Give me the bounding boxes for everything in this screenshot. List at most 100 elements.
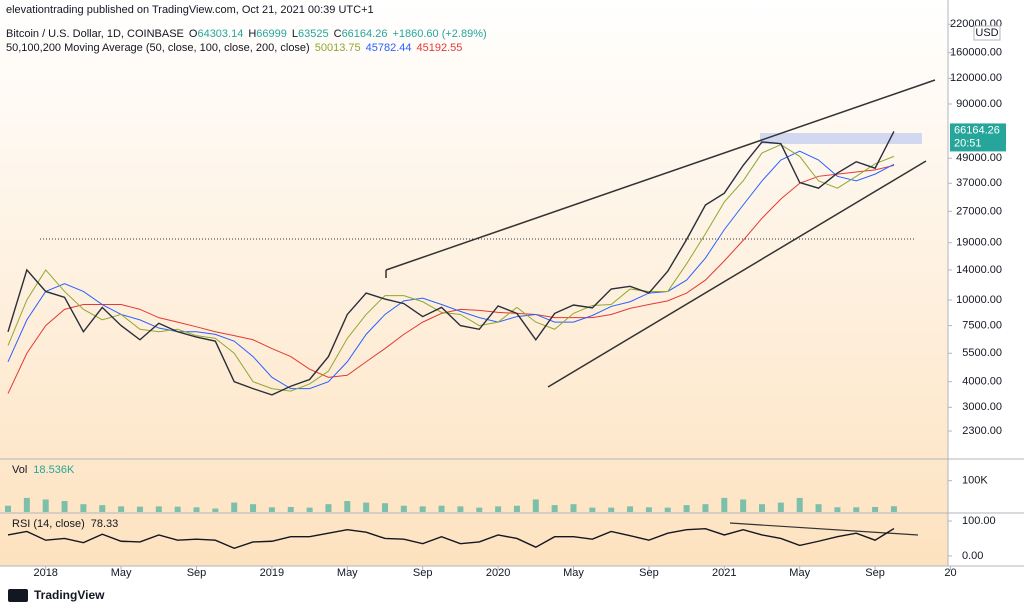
- ohlc-value: 64303.14: [197, 28, 243, 40]
- y-tick-label: 5500.00: [962, 347, 1002, 359]
- y-tick-label: 19000.00: [956, 237, 1002, 249]
- brand: TradingView: [34, 588, 105, 602]
- currency: USD: [975, 27, 998, 39]
- volume-bar: [23, 497, 30, 512]
- volume-bar: [872, 506, 879, 512]
- y-tick-label: 37000.00: [956, 177, 1002, 189]
- trend-line: [385, 79, 936, 271]
- volume-bar: [721, 497, 728, 512]
- rsi-value: 78.33: [91, 518, 119, 530]
- x-tick-label: Sep: [639, 567, 659, 579]
- y-tick-label: 27000.00: [956, 205, 1002, 217]
- x-tick-label: 2019: [260, 567, 284, 579]
- x-tick-label: May: [563, 567, 584, 579]
- brand-logo: [8, 589, 28, 602]
- volume-bar: [80, 504, 87, 512]
- y-tick-label: 120000.00: [950, 72, 1002, 84]
- y-tick-label: 7500.00: [962, 320, 1002, 332]
- volume-bar: [589, 507, 596, 512]
- volume-bar: [382, 503, 388, 512]
- x-tick-label: May: [111, 567, 132, 579]
- ohlc-key: O: [189, 28, 198, 40]
- volume-bar: [174, 506, 181, 512]
- volume-bar: [759, 504, 765, 512]
- resistance-zone: [760, 133, 922, 144]
- volume-bar: [532, 499, 539, 512]
- x-tick-label: Sep: [187, 567, 207, 579]
- volume-bar: [457, 506, 464, 512]
- series-line: [7, 527, 895, 549]
- volume-bar: [853, 507, 860, 512]
- volume-bar: [476, 507, 483, 512]
- plot-background: [0, 0, 948, 566]
- publisher: elevationtrading published on TradingVie…: [6, 4, 374, 16]
- volume-bar: [683, 505, 690, 512]
- x-tick-label: Sep: [865, 567, 885, 579]
- x-tick-label: May: [337, 567, 358, 579]
- volume-bar: [61, 501, 68, 512]
- volume-bar: [796, 497, 803, 512]
- volume-bar: [42, 499, 49, 512]
- ma-value: 45782.44: [366, 42, 412, 54]
- ohlc-key: L: [292, 28, 298, 40]
- price-badge-value: 66164.26: [954, 124, 1000, 136]
- volume-bar: [608, 507, 615, 512]
- series-line: [7, 164, 895, 394]
- x-tick-label: 20: [944, 567, 956, 579]
- ohlc-value: 66164.26: [342, 28, 388, 40]
- volume-bar: [400, 505, 407, 512]
- x-tick-label: 2018: [33, 567, 57, 579]
- volume-bar: [155, 506, 162, 512]
- y-tick-label: 14000.00: [956, 264, 1002, 276]
- x-tick-label: Sep: [413, 567, 433, 579]
- volume-bar: [250, 504, 257, 512]
- y-tick-label: 3000.00: [962, 401, 1002, 413]
- volume-bar: [306, 507, 313, 512]
- volume-bar: [495, 506, 502, 512]
- volume-bar: [570, 504, 577, 512]
- series-line: [7, 144, 895, 392]
- indicator-legend: 50,100,200 Moving Average (50, close, 10…: [6, 42, 462, 54]
- ma-value: 45192.55: [417, 42, 463, 54]
- x-tick-label: 2021: [712, 567, 736, 579]
- volume-bar: [344, 501, 351, 512]
- volume-bar: [438, 505, 445, 512]
- y-tick-label: 90000.00: [956, 98, 1002, 110]
- y-tick-label: 2300.00: [962, 425, 1002, 437]
- y-tick-label: 0.00: [962, 550, 983, 562]
- ohlc-value: 63525: [298, 28, 329, 40]
- currency-box: [973, 25, 1001, 41]
- volume-bar: [118, 506, 125, 512]
- rsi-legend: RSI (14, close) 78.33: [12, 518, 118, 530]
- y-tick-label: 160000.00: [950, 47, 1002, 59]
- volume-bar: [513, 505, 520, 512]
- y-tick-label: 100.00: [962, 515, 996, 527]
- volume-value: 18.536K: [33, 464, 75, 476]
- price-badge: [950, 123, 1006, 152]
- volume-bar: [777, 502, 784, 512]
- volume-bar: [627, 506, 634, 512]
- x-tick-label: 2020: [486, 567, 510, 579]
- rsi-title: RSI (14, close): [12, 518, 85, 530]
- volume-bar: [740, 499, 747, 512]
- volume-bar: [645, 507, 652, 512]
- volume-bar: [834, 507, 841, 512]
- y-tick-label: 10000.00: [956, 294, 1002, 306]
- y-tick-label: 100K: [962, 475, 988, 487]
- y-tick-label: 4000.00: [962, 376, 1002, 388]
- symbol-legend: Bitcoin / U.S. Dollar, 1D, COINBASE O6430…: [6, 28, 487, 40]
- countdown: 20:51: [954, 137, 982, 149]
- ohlc-value: 66999: [256, 28, 287, 40]
- ma-value: 50013.75: [315, 42, 361, 54]
- volume-bar: [268, 507, 275, 512]
- volume-bar: [363, 502, 370, 512]
- volume-bar: [815, 504, 822, 512]
- ohlc-key: H: [248, 28, 256, 40]
- symbol-title: Bitcoin / U.S. Dollar, 1D, COINBASE: [6, 28, 184, 40]
- series-line: [7, 131, 895, 396]
- trend-line: [547, 160, 927, 388]
- volume-bar: [890, 506, 897, 512]
- volume-title: Vol: [12, 464, 27, 476]
